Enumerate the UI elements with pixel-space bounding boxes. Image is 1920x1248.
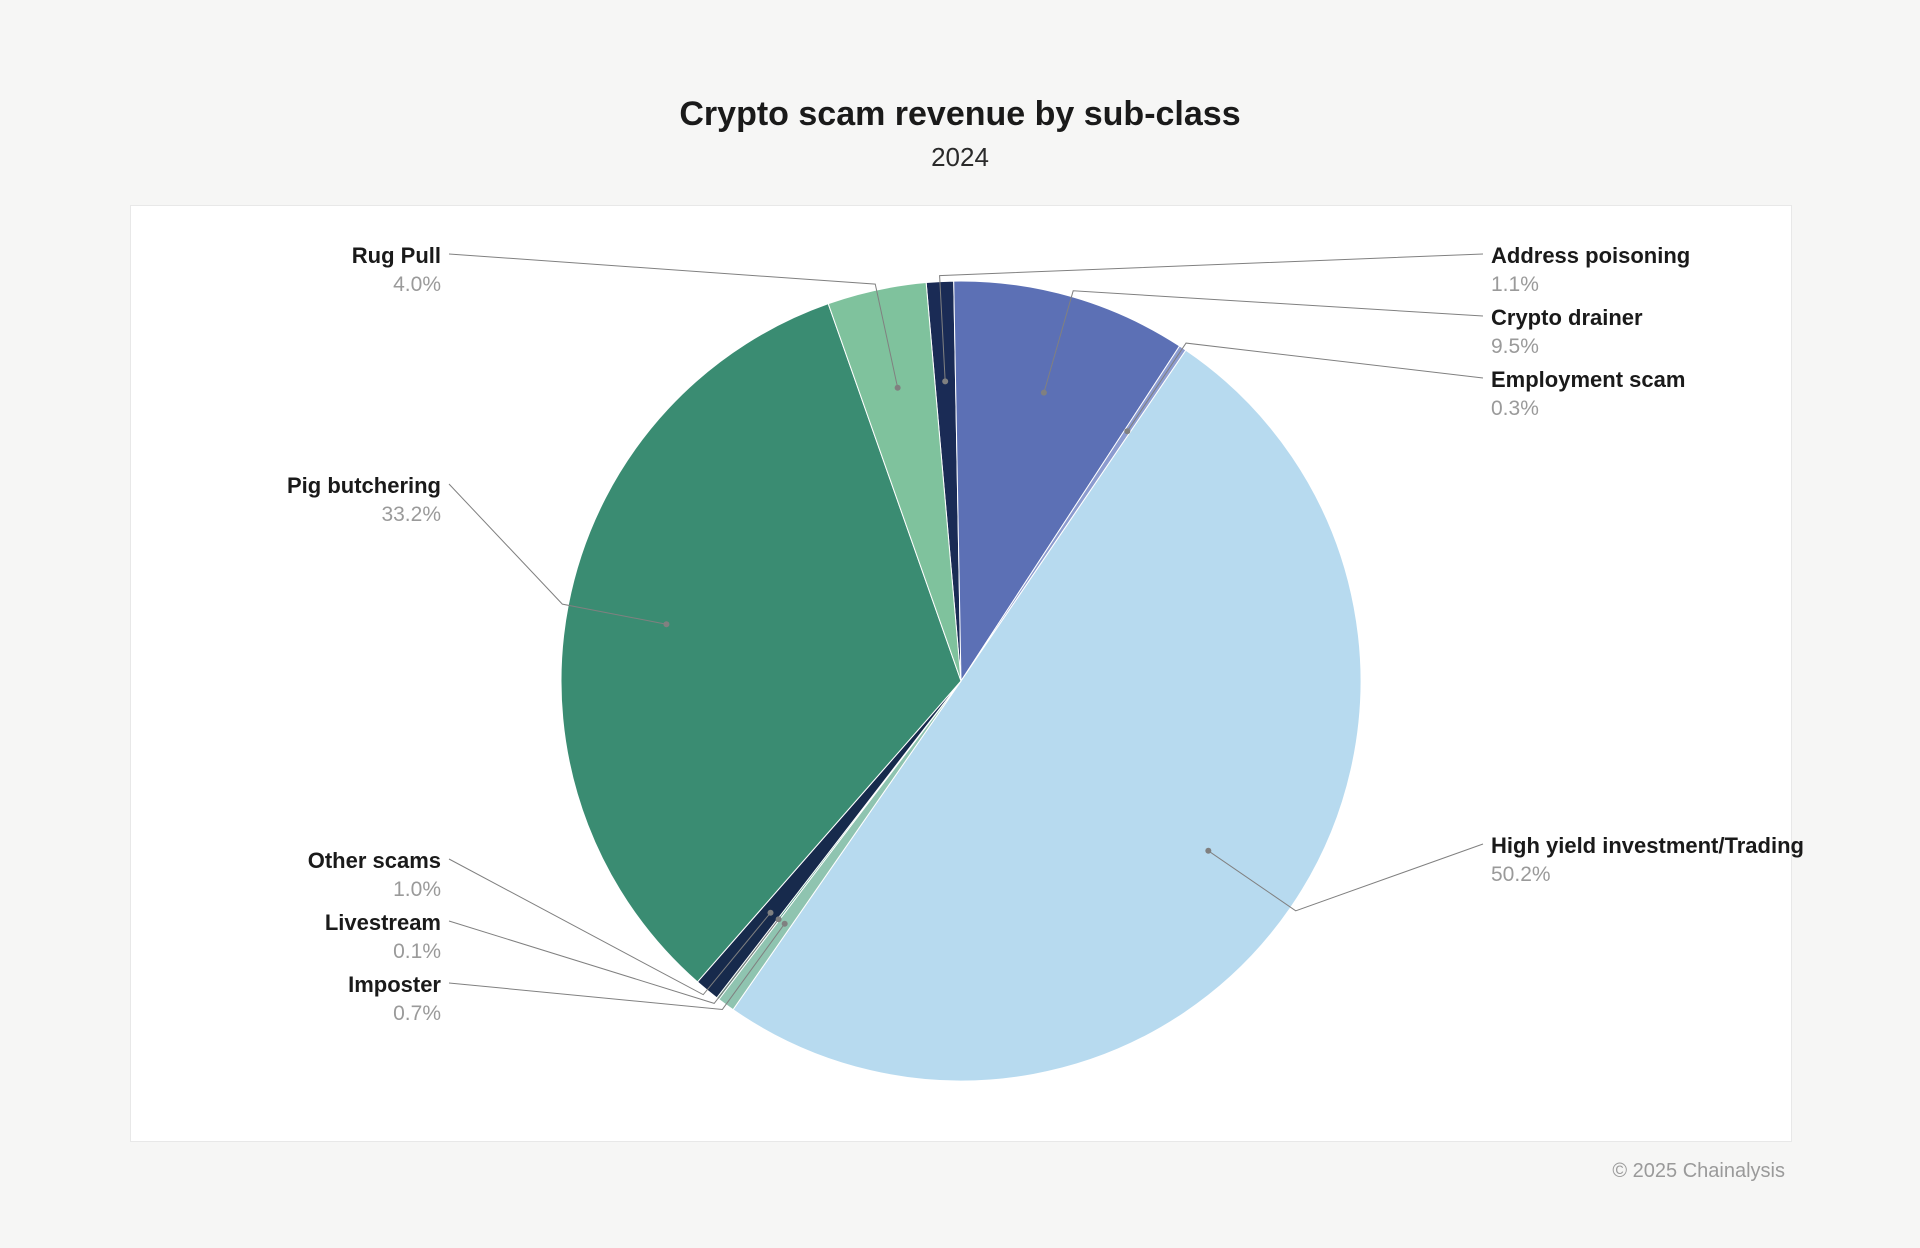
slice-label-name: Pig butchering — [287, 471, 441, 501]
chart-subtitle: 2024 — [0, 142, 1920, 173]
slice-label-name: Livestream — [325, 908, 441, 938]
slice-label: Address poisoning1.1% — [1491, 241, 1690, 299]
slice-label: High yield investment/Trading50.2% — [1491, 831, 1804, 889]
slice-label-name: Employment scam — [1491, 365, 1685, 395]
slice-label-value: 0.3% — [1491, 395, 1685, 423]
slice-label: Pig butchering33.2% — [287, 471, 441, 529]
slice-label-value: 1.1% — [1491, 271, 1690, 299]
slice-label-name: Other scams — [308, 846, 441, 876]
slice-label-value: 4.0% — [352, 271, 441, 299]
slice-label: Crypto drainer9.5% — [1491, 303, 1643, 361]
slice-label-name: Imposter — [348, 970, 441, 1000]
slice-label-value: 0.1% — [325, 938, 441, 966]
slice-label-name: Rug Pull — [352, 241, 441, 271]
slice-label-value: 50.2% — [1491, 861, 1804, 889]
slice-label-name: Address poisoning — [1491, 241, 1690, 271]
slice-label-name: High yield investment/Trading — [1491, 831, 1804, 861]
slice-label: Rug Pull4.0% — [352, 241, 441, 299]
slice-label: Imposter0.7% — [348, 970, 441, 1028]
chart-container: Address poisoning1.1%Crypto drainer9.5%E… — [130, 205, 1792, 1142]
slice-label: Other scams1.0% — [308, 846, 441, 904]
slice-label-value: 9.5% — [1491, 333, 1643, 361]
copyright: © 2025 Chainalysis — [1612, 1160, 1785, 1183]
slice-label-name: Crypto drainer — [1491, 303, 1643, 333]
chart-title: Crypto scam revenue by sub-class — [0, 95, 1920, 134]
slice-label-value: 1.0% — [308, 876, 441, 904]
slice-label-value: 33.2% — [287, 501, 441, 529]
slice-label-value: 0.7% — [348, 1000, 441, 1028]
slice-label: Employment scam0.3% — [1491, 365, 1685, 423]
slice-label: Livestream0.1% — [325, 908, 441, 966]
